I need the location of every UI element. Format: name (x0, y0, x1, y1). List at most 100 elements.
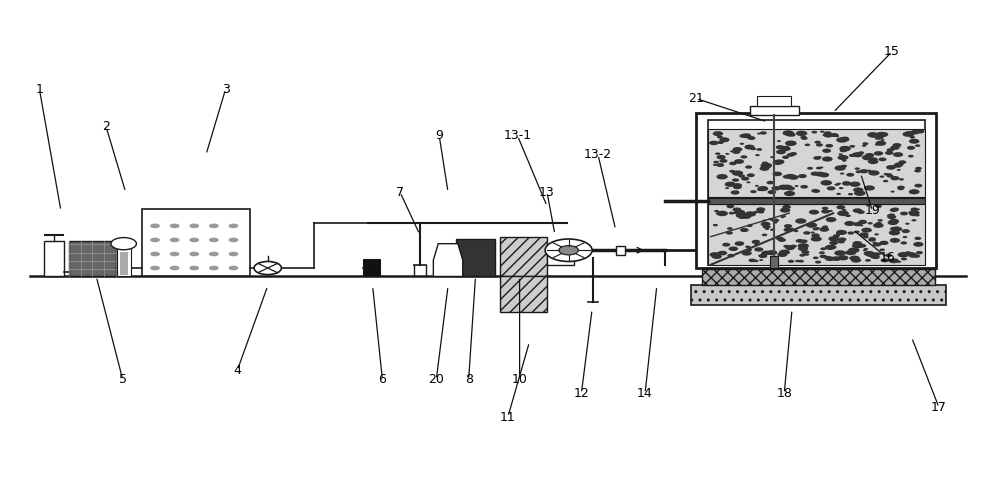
Text: 16: 16 (879, 251, 895, 264)
Circle shape (805, 143, 810, 146)
Circle shape (914, 169, 921, 173)
Circle shape (860, 169, 868, 174)
Circle shape (744, 144, 755, 150)
Circle shape (881, 258, 889, 262)
Circle shape (907, 146, 915, 150)
Circle shape (740, 155, 747, 159)
Circle shape (867, 170, 871, 172)
Circle shape (842, 209, 846, 211)
Circle shape (739, 217, 744, 219)
Circle shape (839, 146, 851, 152)
Text: 7: 7 (396, 185, 404, 199)
Text: 10: 10 (512, 373, 528, 386)
Bar (69, 241, 116, 276)
Circle shape (916, 251, 923, 254)
Circle shape (725, 187, 729, 189)
Circle shape (766, 250, 777, 255)
Circle shape (845, 215, 851, 217)
Circle shape (869, 237, 876, 240)
Circle shape (757, 132, 761, 134)
Circle shape (822, 226, 828, 228)
Circle shape (821, 209, 830, 214)
Text: 11: 11 (500, 411, 516, 424)
Circle shape (804, 253, 809, 256)
Circle shape (780, 146, 791, 151)
Circle shape (842, 182, 849, 185)
Circle shape (784, 228, 792, 232)
Circle shape (745, 165, 752, 169)
Circle shape (853, 187, 863, 192)
Bar (708, 129, 925, 197)
Circle shape (849, 182, 860, 187)
Circle shape (879, 132, 888, 137)
Text: 8: 8 (465, 373, 473, 386)
Circle shape (849, 145, 855, 148)
Circle shape (750, 190, 757, 193)
Circle shape (873, 223, 884, 228)
Circle shape (855, 170, 862, 173)
Circle shape (819, 173, 829, 177)
Circle shape (833, 234, 840, 238)
Circle shape (111, 238, 136, 250)
Circle shape (801, 250, 809, 254)
Circle shape (859, 232, 869, 237)
Circle shape (844, 221, 855, 226)
Text: 21: 21 (688, 92, 704, 105)
Circle shape (717, 141, 724, 144)
Circle shape (209, 238, 219, 242)
Bar (696, 113, 936, 268)
Bar (120, 251, 128, 275)
Circle shape (897, 169, 901, 171)
Circle shape (916, 130, 924, 133)
Circle shape (780, 217, 784, 218)
Circle shape (758, 255, 763, 257)
Circle shape (902, 229, 910, 233)
Circle shape (887, 214, 894, 217)
Text: 19: 19 (865, 205, 880, 217)
Circle shape (905, 251, 910, 253)
Circle shape (785, 174, 796, 179)
Circle shape (559, 246, 578, 255)
Circle shape (861, 228, 872, 233)
Circle shape (887, 148, 894, 152)
Circle shape (772, 172, 782, 176)
Circle shape (853, 241, 862, 246)
Circle shape (777, 140, 781, 142)
Circle shape (784, 191, 795, 196)
Circle shape (874, 233, 879, 236)
Circle shape (863, 236, 869, 239)
Circle shape (858, 244, 866, 248)
Circle shape (911, 207, 918, 211)
Circle shape (786, 186, 795, 191)
Circle shape (717, 136, 723, 139)
Circle shape (914, 184, 922, 187)
Circle shape (757, 186, 768, 191)
Circle shape (833, 239, 838, 241)
Circle shape (760, 166, 769, 171)
Text: 6: 6 (378, 373, 386, 386)
Circle shape (762, 234, 767, 236)
Circle shape (726, 205, 734, 208)
Circle shape (879, 240, 889, 245)
Circle shape (755, 154, 760, 156)
Circle shape (790, 152, 797, 156)
Circle shape (811, 172, 819, 176)
Circle shape (857, 210, 865, 214)
Bar (708, 120, 925, 265)
Circle shape (781, 215, 786, 217)
Circle shape (829, 241, 838, 245)
Bar (117, 246, 131, 276)
Circle shape (733, 147, 742, 152)
Circle shape (864, 185, 875, 191)
Circle shape (807, 167, 813, 170)
Text: 2: 2 (102, 120, 110, 133)
Circle shape (824, 256, 831, 259)
Circle shape (816, 143, 823, 147)
Circle shape (734, 159, 744, 164)
Circle shape (545, 239, 592, 261)
Circle shape (836, 205, 845, 209)
Circle shape (914, 237, 921, 240)
Bar (691, 285, 946, 304)
Bar (142, 208, 250, 276)
Circle shape (170, 224, 180, 228)
